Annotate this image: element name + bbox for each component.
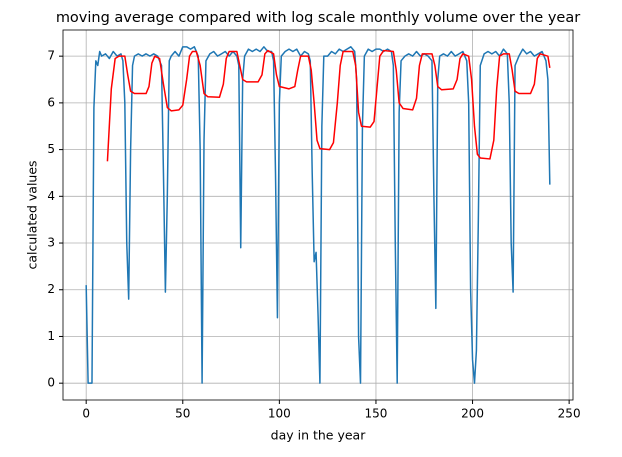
x-tick-label: 250 [558,407,581,421]
y-tick-label: 4 [47,189,55,203]
x-tick-label: 50 [175,407,190,421]
y-tick-label: 5 [47,142,55,156]
y-tick-label: 3 [47,236,55,250]
line-series [85,46,551,384]
y-tick-label: 2 [47,282,55,296]
y-tick-label: 7 [47,49,55,63]
y-tick-label: 0 [47,376,55,390]
x-tick-label: 0 [82,407,90,421]
y-tick-label: 1 [47,329,55,343]
x-tick-label: 200 [461,407,484,421]
x-axis-label: day in the year [271,428,367,443]
plot-frame [62,29,574,401]
y-axis-label: calculated values [25,160,40,269]
chart-title: moving average compared with log scale m… [56,10,580,26]
x-tick-label: 100 [268,407,291,421]
x-tick-label: 150 [365,407,388,421]
y-tick-label: 6 [47,95,55,109]
line-series [106,49,551,162]
